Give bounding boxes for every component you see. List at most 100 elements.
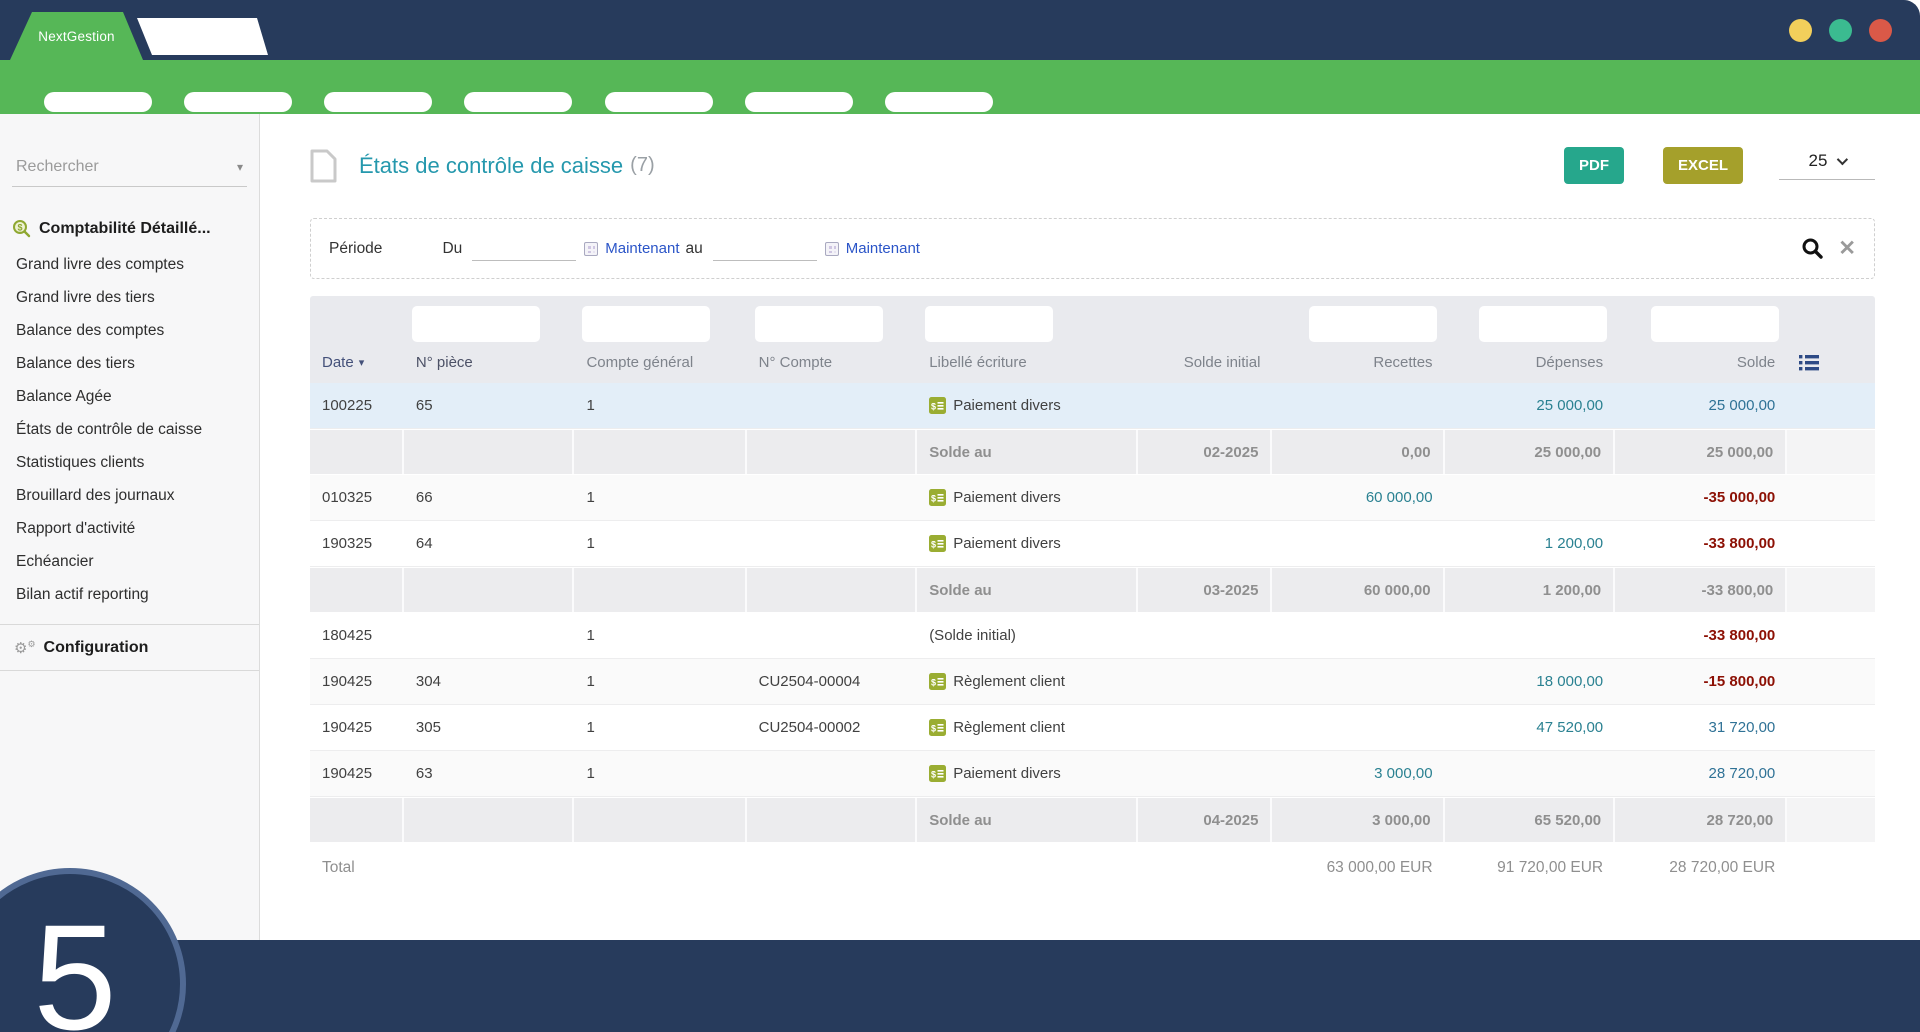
col-header-piece[interactable]: N° pièce (404, 354, 575, 371)
filter-cell-depenses (1445, 306, 1616, 342)
sidebar-item-echeancier[interactable]: Echéancier (0, 545, 259, 578)
cell-date (310, 798, 404, 842)
col-header-actions[interactable] (1787, 354, 1875, 371)
table-row[interactable]: 1804251(Solde initial)-33 800,00 (310, 613, 1875, 659)
col-header-label-piece: N° pièce (416, 354, 473, 371)
sidebar-search[interactable]: Rechercher ▾ (12, 150, 247, 187)
cell-compte_general: 1 (574, 673, 746, 690)
pdf-export-button[interactable]: PDF (1564, 147, 1624, 184)
table-row[interactable]: 190325641$Paiement divers1 200,00-33 800… (310, 521, 1875, 567)
cell-compte_general: 1 (574, 489, 746, 506)
search-placeholder: Rechercher (16, 158, 99, 176)
window-dot-red[interactable] (1869, 19, 1892, 42)
window-dot-green[interactable] (1829, 19, 1852, 42)
sidebar-item-etats-controle-caisse[interactable]: États de contrôle de caisse (0, 413, 259, 446)
calendar-icon[interactable] (584, 242, 598, 256)
table-row[interactable]: 1904253041CU2504-00004$Règlement client1… (310, 659, 1875, 705)
col-header-solde[interactable]: Solde (1615, 354, 1787, 371)
table-row[interactable]: 010325661$Paiement divers60 000,00-35 00… (310, 475, 1875, 521)
cell-compte_general: 1 (574, 719, 746, 736)
cell-n_compte: CU2504-00004 (747, 673, 918, 690)
col-header-label-compte_general: Compte général (586, 354, 693, 371)
search-icon[interactable] (1801, 237, 1824, 260)
col-header-date[interactable]: Date▾ (310, 354, 404, 371)
sidebar-item-balance-tiers[interactable]: Balance des tiers (0, 347, 259, 380)
excel-export-button[interactable]: EXCEL (1663, 147, 1743, 184)
nav-item-pill[interactable] (745, 92, 853, 112)
sidebar-item-brouillard-journaux[interactable]: Brouillard des journaux (0, 479, 259, 512)
sidebar-item-grand-livre-tiers[interactable]: Grand livre des tiers (0, 281, 259, 314)
filter-input-piece[interactable] (412, 306, 540, 342)
sidebar-item-balance-comptes[interactable]: Balance des comptes (0, 314, 259, 347)
cell-libelle: Solde au (917, 568, 1138, 612)
col-header-depenses[interactable]: Dépenses (1445, 354, 1616, 371)
cell-date: 190425 (310, 673, 404, 690)
sort-desc-icon: ▾ (359, 356, 365, 369)
cell-actions (1787, 568, 1875, 612)
filter-input-compte_general[interactable] (582, 306, 710, 342)
filter-input-depenses[interactable] (1479, 306, 1607, 342)
calendar-icon[interactable] (825, 242, 839, 256)
col-header-label-n_compte: N° Compte (759, 354, 833, 371)
clear-filter-icon[interactable]: ✕ (1838, 238, 1856, 259)
nav-item-pill[interactable] (44, 92, 152, 112)
sidebar-item-bilan-actif[interactable]: Bilan actif reporting (0, 578, 259, 611)
secondary-tab[interactable] (137, 18, 268, 55)
page-title-count: (7) (630, 154, 654, 177)
col-header-libelle[interactable]: Libellé écriture (917, 354, 1138, 371)
sidebar-item-configuration[interactable]: ⚙⚙ Configuration (14, 639, 247, 657)
cell-date: 010325 (310, 489, 404, 506)
sidebar-item-balance-agee[interactable]: Balance Agée (0, 380, 259, 413)
col-header-solde_initial[interactable]: Solde initial (1138, 354, 1273, 371)
period-filter-panel: Période Du Maintenant au Maintenant ✕ (310, 218, 1875, 279)
svg-text:$: $ (931, 770, 936, 780)
page-size-select[interactable]: 25 (1779, 151, 1875, 180)
configuration-label: Configuration (44, 639, 149, 657)
filter-input-solde[interactable] (1651, 306, 1779, 342)
cell-compte_general: 1 (574, 397, 746, 414)
nav-item-pill[interactable] (885, 92, 993, 112)
now-link-from[interactable]: Maintenant (605, 240, 679, 257)
total-empty-cell (917, 859, 1138, 877)
summary-row: Solde au03-202560 000,001 200,00-33 800,… (310, 567, 1875, 613)
col-header-n_compte[interactable]: N° Compte (747, 354, 918, 371)
svg-text:$: $ (931, 678, 936, 688)
nav-item-pill[interactable] (184, 92, 292, 112)
sidebar: Rechercher ▾ $ Comptabilité Détaillé... … (0, 114, 260, 940)
nav-item-pill[interactable] (464, 92, 572, 112)
cell-solde: 28 720,00 (1615, 798, 1787, 842)
top-bar: NextGestion (0, 0, 1920, 60)
nav-item-pill[interactable] (324, 92, 432, 112)
brand-tab[interactable]: NextGestion (10, 12, 143, 60)
col-header-label-depenses: Dépenses (1536, 354, 1604, 371)
table-row[interactable]: 1904253051CU2504-00002$Règlement client4… (310, 705, 1875, 751)
nav-item-pill[interactable] (605, 92, 713, 112)
cell-libelle: Solde au (917, 430, 1138, 474)
table-row[interactable]: 190425631$Paiement divers3 000,0028 720,… (310, 751, 1875, 797)
cell-libelle: Solde au (917, 798, 1138, 842)
sidebar-item-statistiques-clients[interactable]: Statistiques clients (0, 446, 259, 479)
cell-recettes: 3 000,00 (1272, 765, 1444, 782)
window-dot-yellow[interactable] (1789, 19, 1812, 42)
svg-text:$: $ (931, 724, 936, 734)
col-header-compte_general[interactable]: Compte général (574, 354, 746, 371)
cell-depenses: 1 200,00 (1445, 535, 1616, 552)
cell-piece: 305 (404, 719, 575, 736)
filter-input-recettes[interactable] (1309, 306, 1437, 342)
table-row[interactable]: 100225651$Paiement divers25 000,0025 000… (310, 383, 1875, 429)
cell-date: 190425 (310, 765, 404, 782)
filter-input-libelle[interactable] (925, 306, 1053, 342)
cell-date (310, 430, 404, 474)
sidebar-section-header[interactable]: $ Comptabilité Détaillé... (12, 219, 247, 238)
cell-solde: -33 800,00 (1615, 535, 1787, 552)
date-from-input[interactable] (472, 237, 576, 261)
sidebar-item-grand-livre-comptes[interactable]: Grand livre des comptes (0, 248, 259, 281)
sidebar-item-rapport-activite[interactable]: Rapport d'activité (0, 512, 259, 545)
col-header-recettes[interactable]: Recettes (1272, 354, 1444, 371)
total-recettes: 63 000,00 EUR (1272, 859, 1444, 877)
page-title: États de contrôle de caisse (359, 153, 623, 179)
cell-solde: -35 000,00 (1615, 489, 1787, 506)
filter-input-n_compte[interactable] (755, 306, 883, 342)
date-to-input[interactable] (713, 237, 817, 261)
now-link-to[interactable]: Maintenant (846, 240, 920, 257)
